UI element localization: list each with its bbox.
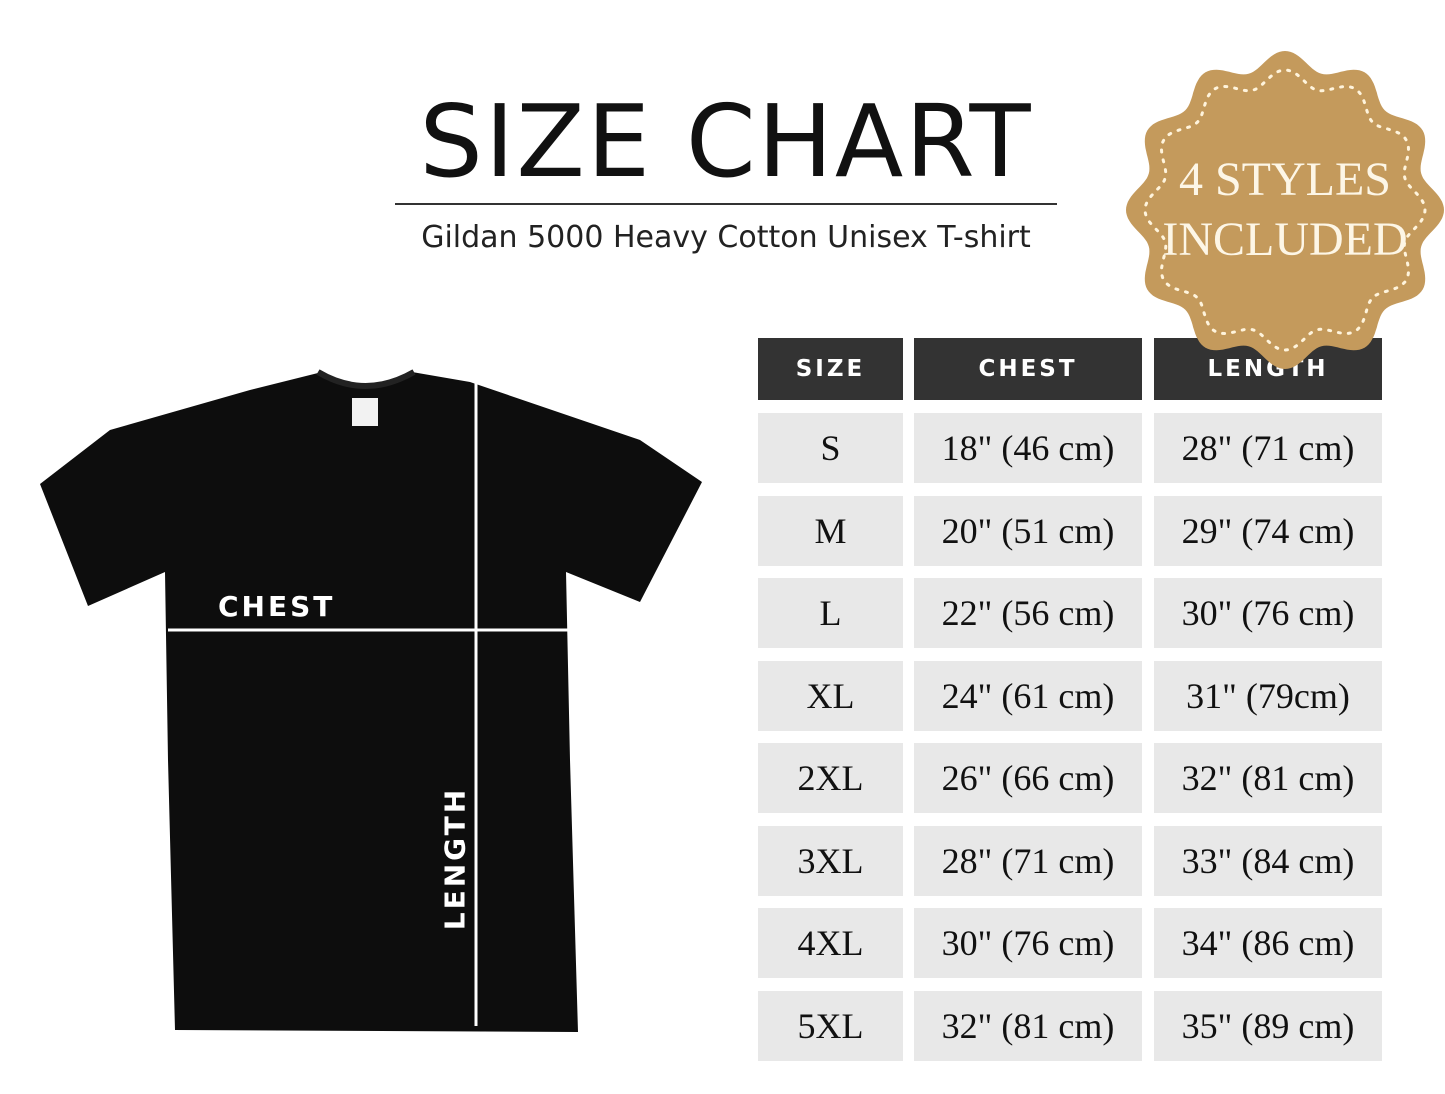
tshirt-illustration (40, 369, 702, 1032)
cell-chest: 26" (66 cm) (914, 743, 1142, 813)
badge-line-1: 4 STYLES (1178, 153, 1391, 206)
chest-label: CHEST (218, 590, 336, 623)
cell-chest: 30" (76 cm) (914, 908, 1142, 978)
cell-size: XL (758, 660, 903, 731)
badge-text: 4 STYLES INCLUDED (1135, 150, 1435, 270)
cell-length: 28" (71 cm) (1154, 413, 1382, 483)
cell-size: L (758, 578, 903, 648)
cell-size: 2XL (758, 743, 903, 813)
cell-chest: 32" (81 cm) (914, 990, 1142, 1061)
tshirt-tag (352, 398, 378, 426)
tshirt-collar (316, 369, 416, 389)
cell-size: 4XL (758, 908, 903, 978)
cell-chest: 20" (51 cm) (914, 495, 1142, 566)
header-size: SIZE (758, 338, 903, 400)
tshirt-shape (40, 372, 702, 1032)
badge-seal-icon (1126, 51, 1444, 369)
title-divider (395, 203, 1057, 205)
cell-length: 34" (86 cm) (1154, 908, 1382, 978)
cell-chest: 28" (71 cm) (914, 825, 1142, 896)
badge-line-2: INCLUDED (1162, 213, 1408, 266)
page-subtitle: Gildan 5000 Heavy Cotton Unisex T-shirt (421, 220, 1031, 255)
cell-length: 33" (84 cm) (1154, 825, 1382, 896)
page-title: SIZE CHART (419, 83, 1033, 200)
cell-size: 3XL (758, 825, 903, 896)
length-label: LENGTH (438, 786, 472, 931)
cell-length: 29" (74 cm) (1154, 495, 1382, 566)
header-chest: CHEST (914, 338, 1142, 400)
cell-size: 5XL (758, 990, 903, 1061)
cell-length: 32" (81 cm) (1154, 743, 1382, 813)
cell-size: M (758, 495, 903, 566)
cell-size: S (758, 413, 903, 483)
cell-length: 35" (89 cm) (1154, 990, 1382, 1061)
cell-chest: 24" (61 cm) (914, 660, 1142, 731)
cell-length: 31" (79cm) (1154, 660, 1382, 731)
badge-scallop-shape (1126, 51, 1444, 369)
cell-chest: 18" (46 cm) (914, 413, 1142, 483)
cell-chest: 22" (56 cm) (914, 578, 1142, 648)
cell-length: 30" (76 cm) (1154, 578, 1382, 648)
